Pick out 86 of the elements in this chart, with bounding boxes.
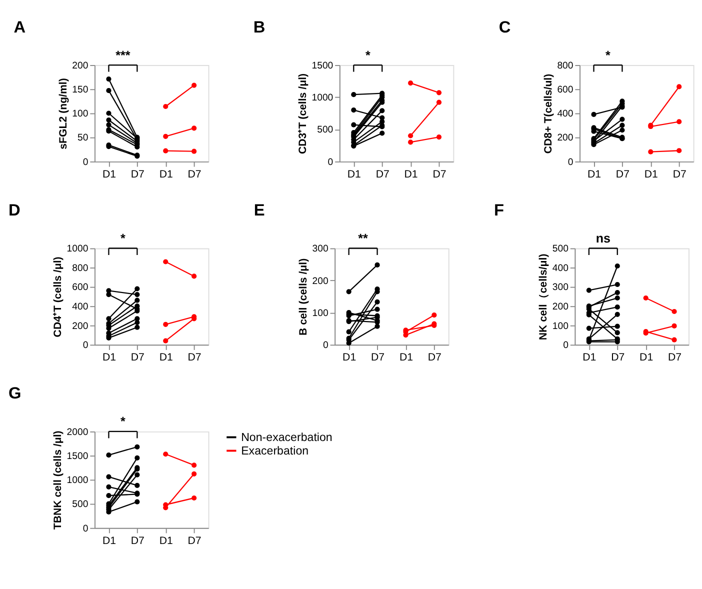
y-tick-label: 400: [557, 108, 574, 120]
x-tick-label: D1: [159, 534, 173, 547]
y-tick-label: 1000: [312, 92, 334, 104]
text: *: [120, 414, 126, 429]
x-tick-label: D1: [102, 168, 116, 180]
y-tick-label: 200: [72, 60, 88, 72]
text: **: [358, 231, 368, 246]
x-tick-label: D1: [587, 168, 602, 180]
x-tick-label: D1: [159, 168, 173, 180]
y-tick-label: 0: [563, 340, 568, 352]
y-axis-title: TBNK cell (cells /μl): [52, 430, 64, 530]
chart-title: G: [8, 384, 22, 403]
y-tick-label: 500: [552, 244, 568, 255]
y-tick-label: 200: [72, 320, 88, 332]
x-tick-label: D7: [130, 352, 145, 364]
y-tick-label: 1500: [66, 450, 88, 462]
x-tick-label: D1: [159, 352, 173, 364]
x-tick-label: D7: [188, 534, 202, 547]
x-tick-label: D7: [672, 168, 686, 180]
x-tick-label: D1: [347, 168, 362, 180]
chart-title: E: [254, 201, 265, 220]
y-axis-title: CD3⁺T (cells /μl): [296, 73, 309, 154]
y-axis-title: NK cell（cells/μl): [538, 254, 550, 340]
y-tick-label: 1500: [312, 60, 334, 72]
y-tick-label: 200: [312, 276, 328, 287]
y-tick-label: 200: [557, 132, 574, 144]
y-tick-label: 400: [552, 262, 568, 274]
y-axis-title: sFGL2 (ng/ml): [57, 78, 70, 150]
y-tick-label: 100: [552, 320, 568, 332]
x-tick-label: D1: [342, 352, 356, 364]
text: *: [120, 231, 126, 246]
y-tick-label: 0: [328, 156, 334, 168]
y-tick-label: 0: [568, 156, 574, 168]
y-tick-label: 800: [72, 262, 88, 274]
y-tick-label: 500: [317, 124, 334, 136]
text: ***: [116, 48, 130, 62]
x-tick-label: D7: [616, 168, 630, 180]
y-tick-label: 600: [72, 282, 88, 294]
y-tick-label: 0: [322, 340, 328, 352]
y-tick-label: 1000: [66, 475, 88, 486]
y-tick-label: 0: [82, 523, 88, 534]
chart-title: A: [14, 18, 26, 36]
text: *: [365, 48, 370, 62]
y-tick-label: 50: [78, 132, 88, 144]
x-tick-label: D7: [370, 352, 385, 364]
y-tick-label: 100: [72, 108, 88, 120]
x-tick-label: D7: [188, 352, 202, 364]
y-tick-label: 300: [552, 282, 568, 294]
chart-title: B: [253, 18, 266, 36]
x-tick-label: D1: [404, 168, 418, 180]
y-tick-label: 0: [82, 156, 88, 168]
chart-title: C: [498, 18, 511, 36]
chart-title: F: [494, 201, 504, 220]
y-tick-label: 800: [557, 60, 574, 72]
y-axis-title: B cell (cells /μl): [297, 258, 310, 336]
x-tick-label: D7: [432, 168, 446, 180]
y-tick-label: 600: [557, 84, 574, 96]
text: ns: [596, 231, 610, 246]
x-tick-label: D1: [640, 352, 654, 364]
y-tick-label: 0: [82, 340, 88, 352]
x-tick-label: D7: [611, 352, 625, 364]
x-tick-label: D1: [102, 534, 116, 547]
x-tick-label: D7: [376, 168, 390, 180]
y-tick-label: 300: [312, 244, 328, 255]
y-tick-label: 150: [72, 84, 88, 96]
x-tick-label: D1: [644, 168, 658, 180]
y-tick-label: 400: [72, 301, 88, 312]
y-tick-label: 200: [552, 301, 568, 312]
x-tick-label: D7: [668, 352, 682, 364]
x-tick-label: D1: [582, 352, 596, 364]
x-tick-label: D7: [428, 352, 442, 364]
x-tick-label: D7: [130, 534, 145, 547]
y-tick-label: 100: [312, 308, 328, 319]
x-tick-label: D1: [399, 352, 414, 364]
y-axis-title: CD8+ T(cells/ul): [542, 74, 554, 154]
text: *: [606, 48, 611, 62]
x-tick-label: D7: [188, 168, 202, 180]
y-axis-title: CD4⁺T (cells /μl): [52, 256, 64, 338]
x-tick-label: D1: [102, 352, 116, 364]
y-tick-label: 1000: [66, 244, 88, 255]
y-tick-label: 500: [72, 499, 88, 510]
y-tick-label: 2000: [66, 426, 88, 438]
chart-title: D: [8, 201, 20, 220]
x-tick-label: D7: [130, 168, 145, 180]
legend-label: Non-exacerbation: [241, 432, 332, 444]
legend-label: Exacerbation: [241, 446, 309, 458]
